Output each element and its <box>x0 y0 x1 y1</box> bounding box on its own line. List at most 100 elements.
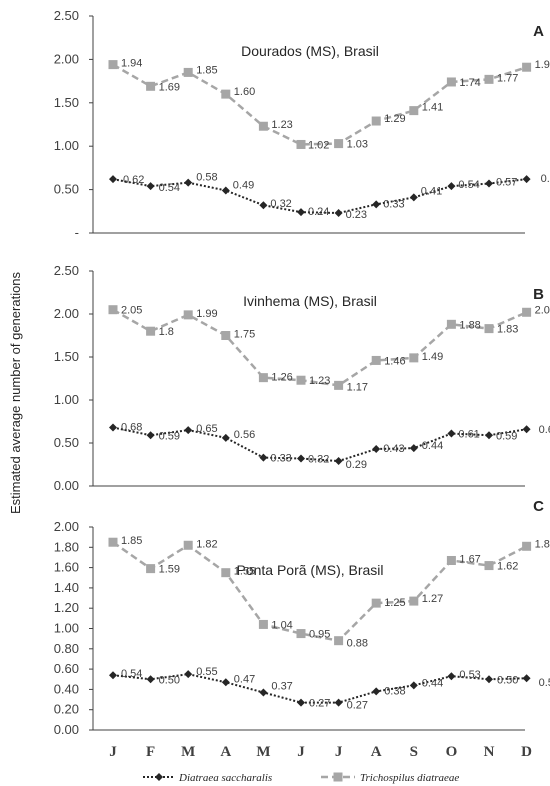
data-label: 1.17 <box>347 381 368 393</box>
y-tick-label: 1.80 <box>54 539 79 554</box>
data-label: 1.94 <box>121 58 142 70</box>
legend-marker-saccharalis <box>155 773 163 781</box>
data-point <box>485 675 493 684</box>
data-point <box>183 310 193 320</box>
data-label: 0.62 <box>123 174 144 186</box>
data-label: 1.02 <box>308 139 329 151</box>
legend-label-saccharalis: Diatraea saccharalis <box>178 772 272 784</box>
data-point <box>371 355 381 365</box>
series-line <box>112 308 528 387</box>
y-tick-label: 0.00 <box>54 478 79 493</box>
data-label: 0.59 <box>159 430 180 442</box>
series-line <box>112 541 528 643</box>
panel-title: Ivinhema (MS), Brasil <box>243 293 377 309</box>
legend-marker-trichospilus <box>333 772 343 782</box>
data-point <box>259 201 268 210</box>
y-tick-label: 0.50 <box>54 182 79 197</box>
series-trichospilus: 1.94 1.69 1.85 1.60 1.23 1.02 1.03 1.29 1.41 1.74… <box>108 58 550 151</box>
data-point <box>409 681 418 690</box>
data-point <box>446 555 456 565</box>
series-line <box>112 673 527 704</box>
panel-letter: B <box>533 286 544 303</box>
data-label: 1.75 <box>234 329 255 341</box>
data-point <box>334 636 344 646</box>
data-point <box>522 674 531 683</box>
panels: - 0.50 1.00 1.50 2.00 2.50 Dourados (MS), Bras… <box>54 8 550 737</box>
y-tick-label: 2.50 <box>54 8 79 23</box>
series-line <box>112 63 527 146</box>
data-label: 0.24 <box>308 206 329 218</box>
data-point <box>522 541 532 551</box>
data-label: 1.88 <box>459 319 480 331</box>
series-line <box>112 178 527 215</box>
panel-a: - 0.50 1.00 1.50 2.00 2.50 Dourados (MS), Bras… <box>54 8 550 240</box>
series-trichospilus: 2.05 1.8 1.99 1.75 1.26 1.23 1.17 1.46 1.49 1.88 1… <box>108 304 550 393</box>
y-tick-label: 1.40 <box>54 580 79 595</box>
data-point <box>221 568 231 578</box>
data-label: 0.27 <box>347 700 368 712</box>
data-point <box>409 353 419 363</box>
data-label: 1.85 <box>121 535 142 547</box>
data-point <box>146 564 156 574</box>
data-label: 0.50 <box>497 674 518 686</box>
data-point <box>522 62 532 72</box>
data-label: 0.68 <box>121 422 142 434</box>
data-label: 2.05 <box>121 305 142 317</box>
data-point <box>297 454 305 463</box>
data-label: 0.54 <box>159 182 180 194</box>
y-tick-label: 1.00 <box>54 392 79 407</box>
y-tick-label: 0.80 <box>54 641 79 656</box>
data-point <box>522 175 531 184</box>
data-label: 0.37 <box>271 680 292 692</box>
y-axis-label: Estimated average number of generations <box>8 271 23 514</box>
data-label: 0.49 <box>233 179 254 191</box>
data-label: 0.23 <box>346 209 367 221</box>
data-label: 1.74 <box>459 77 480 89</box>
data-point <box>297 208 305 217</box>
data-label: 1.27 <box>422 593 443 605</box>
data-point <box>258 373 268 383</box>
data-label: 0.38 <box>384 685 405 697</box>
data-label: 1.83 <box>497 324 518 336</box>
data-label: 1.03 <box>347 139 368 151</box>
data-point <box>409 193 418 202</box>
data-label: 1.46 <box>384 355 405 367</box>
data-label: 0.66 <box>539 424 550 436</box>
data-point <box>184 178 193 187</box>
data-label: 1.60 <box>234 86 255 98</box>
y-tick-label: 0.20 <box>54 702 79 717</box>
data-point <box>108 537 118 547</box>
data-label: 0.95 <box>309 629 330 641</box>
data-label: 0.61 <box>458 429 479 441</box>
x-tick-label: D <box>521 744 532 760</box>
y-tick-label: 2.00 <box>54 51 79 66</box>
data-label: 1.99 <box>196 308 217 320</box>
data-point <box>146 326 156 336</box>
data-label: 1.67 <box>459 553 480 565</box>
data-point <box>446 319 456 329</box>
data-label: 1.25 <box>384 597 405 609</box>
data-point <box>409 106 419 116</box>
data-point <box>297 698 305 707</box>
data-label: 1.55 <box>234 566 255 578</box>
series-saccharalis: 0.68 0.59 0.65 0.56 0.33 0.32 0.29 0.43 0.44 0.61… <box>109 422 550 471</box>
data-point <box>372 687 381 696</box>
legend-label-trichospilus: Trichospilus diatraeae <box>360 772 459 784</box>
data-point <box>409 596 419 606</box>
data-point <box>447 429 456 438</box>
x-tick-label: N <box>484 744 495 760</box>
x-tick-label: A <box>220 744 231 760</box>
data-point <box>259 453 268 462</box>
y-tick-label: 1.20 <box>54 600 79 615</box>
y-tick-label: 0.00 <box>54 722 79 737</box>
x-tick-label: J <box>297 744 305 760</box>
x-tick-label: A <box>371 744 382 760</box>
data-point <box>221 433 230 442</box>
data-point <box>258 121 268 131</box>
panel-letter: C <box>533 498 544 515</box>
data-label: 0.33 <box>270 453 291 465</box>
x-tick-label: J <box>109 744 117 760</box>
data-point <box>485 431 493 440</box>
data-label: 0.43 <box>383 443 404 455</box>
panel-letter: A <box>533 23 544 40</box>
